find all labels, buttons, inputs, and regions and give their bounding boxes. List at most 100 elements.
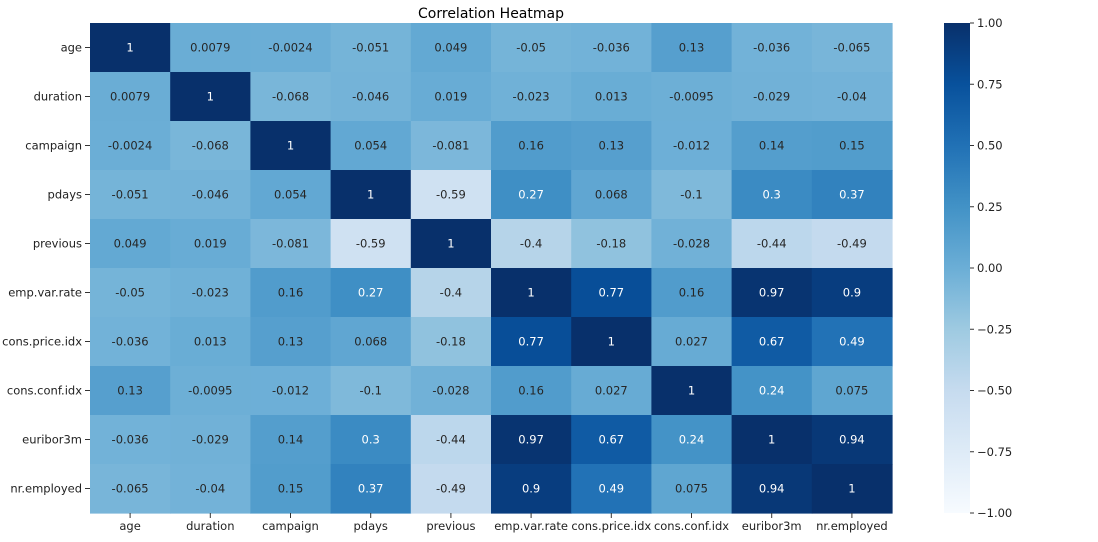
cell-value-label: 0.3 (362, 433, 380, 447)
colorbar-tick-label: −0.75 (977, 445, 1012, 459)
heatmap-cell (170, 121, 251, 171)
x-tick-label: age (119, 519, 140, 533)
heatmap-cell (571, 464, 652, 514)
cell-value-label: -0.068 (192, 139, 229, 153)
colorbar: 1.00 0.75 0.50 0.25 0.00 −0.25 −0.50 −0.75 −1.00 (944, 16, 1012, 520)
cell-value-label: -0.029 (753, 90, 790, 104)
cell-value-label: 0.13 (598, 139, 624, 153)
colorbar-tick-label: −0.25 (977, 322, 1012, 336)
cell-value-label: -0.04 (837, 90, 867, 104)
cell-value-label: -0.0095 (669, 90, 713, 104)
heatmap-cell (571, 72, 652, 122)
heatmap-cell (90, 219, 171, 269)
cell-value-label: 0.13 (278, 335, 304, 349)
heatmap-cell (90, 317, 171, 367)
heatmap-cell (90, 121, 171, 171)
heatmap-cell (651, 268, 733, 318)
cell-value-label: 0.075 (675, 482, 708, 496)
heatmap-cell (491, 317, 572, 367)
heatmap-cell (330, 464, 412, 514)
x-tick-label: euribor3m (742, 519, 802, 533)
heatmap-cell (811, 219, 893, 269)
heatmap-cell (731, 464, 813, 514)
colorbar-tick-label: 0.25 (977, 200, 1003, 214)
heatmap-cell (90, 23, 171, 73)
heatmap-cells: 1 0.0079 -0.0024 -0.051 0.049 -0.05 -0.036 0.13… (90, 23, 893, 514)
heatmap-cell (491, 219, 572, 269)
cell-value-label: -0.49 (436, 482, 466, 496)
colorbar-tick-label: 0.75 (977, 77, 1003, 91)
colorbar-tick-label: 0.00 (977, 261, 1003, 275)
heatmap-cell (731, 415, 813, 465)
heatmap-cell (90, 72, 171, 122)
cell-value-label: 1 (768, 433, 775, 447)
heatmap-cell (651, 170, 733, 220)
heatmap-cell (170, 268, 251, 318)
heatmap-cell (651, 317, 733, 367)
cell-value-label: 0.16 (518, 139, 544, 153)
y-tick-label: nr.employed (10, 482, 82, 496)
heatmap-cell (731, 219, 813, 269)
heatmap-cell (170, 464, 251, 514)
cell-value-label: -0.0024 (268, 41, 312, 55)
heatmap-cell (90, 170, 171, 220)
heatmap-cell (811, 366, 893, 416)
x-tick-label: pdays (353, 519, 387, 533)
cell-value-label: 0.67 (759, 335, 785, 349)
heatmap-cell (90, 268, 171, 318)
cell-value-label: 0.013 (194, 335, 227, 349)
cell-value-label: 0.013 (595, 90, 628, 104)
y-tick-label: euribor3m (22, 433, 82, 447)
x-tick-label: cons.conf.idx (654, 519, 729, 533)
heatmap-cell (330, 268, 412, 318)
cell-value-label: -0.59 (356, 237, 386, 251)
cell-value-label: -0.036 (112, 335, 149, 349)
cell-value-label: 0.24 (679, 433, 705, 447)
cell-value-label: 0.9 (843, 286, 861, 300)
cell-value-label: 0.068 (354, 335, 387, 349)
heatmap-cell (811, 317, 893, 367)
cell-value-label: -0.046 (352, 90, 389, 104)
cell-value-label: 1 (527, 286, 534, 300)
heatmap-cell (811, 415, 893, 465)
cell-value-label: -0.1 (680, 188, 702, 202)
y-tick-label: campaign (25, 139, 82, 153)
heatmap-cell (491, 464, 572, 514)
cell-value-label: -0.036 (112, 433, 149, 447)
colorbar-gradient (944, 23, 970, 513)
x-tick-label: nr.employed (816, 519, 888, 533)
cell-value-label: 0.16 (278, 286, 304, 300)
heatmap-cell (731, 72, 813, 122)
heatmap-cell (170, 72, 251, 122)
heatmap-cell (170, 317, 251, 367)
cell-value-label: -0.065 (112, 482, 149, 496)
heatmap-cell (651, 23, 733, 73)
cell-value-label: 0.075 (835, 384, 868, 398)
y-tick-label: pdays (48, 188, 82, 202)
heatmap-cell (170, 415, 251, 465)
cell-value-label: 0.019 (194, 237, 227, 251)
cell-value-label: -0.023 (192, 286, 229, 300)
heatmap-cell (330, 366, 412, 416)
cell-value-label: -0.065 (833, 41, 870, 55)
cell-value-label: 0.9 (522, 482, 540, 496)
cell-value-label: -0.05 (516, 41, 546, 55)
cell-value-label: 0.13 (679, 41, 705, 55)
heatmap-cell (170, 170, 251, 220)
heatmap-cell (330, 219, 412, 269)
x-tick-label: emp.var.rate (494, 519, 568, 533)
cell-value-label: -0.0095 (188, 384, 232, 398)
cell-value-label: 0.67 (598, 433, 624, 447)
heatmap-cell (731, 23, 813, 73)
y-tick-label: age (61, 41, 82, 55)
cell-value-label: 0.49 (598, 482, 624, 496)
heatmap-cell (651, 366, 733, 416)
heatmap-cell (811, 268, 893, 318)
y-tick-label: emp.var.rate (8, 286, 82, 300)
heatmap-cell (651, 415, 733, 465)
colorbar-tick-label: −0.50 (977, 384, 1012, 398)
cell-value-label: 1 (126, 41, 133, 55)
cell-value-label: -0.44 (757, 237, 787, 251)
heatmap-cell (410, 121, 492, 171)
cell-value-label: -0.028 (432, 384, 469, 398)
